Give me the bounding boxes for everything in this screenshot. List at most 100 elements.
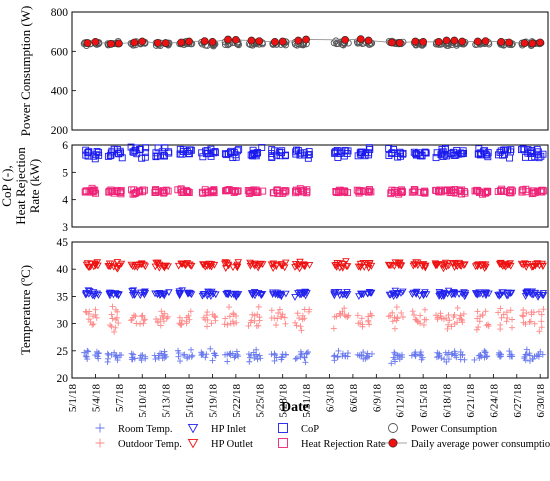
data-point	[368, 350, 375, 357]
data-point	[504, 289, 513, 297]
data-point	[276, 306, 283, 313]
data-point	[450, 313, 457, 320]
data-point	[113, 188, 121, 195]
data-point	[210, 261, 219, 269]
data-point	[269, 261, 278, 269]
y-tick-label-temp: 35	[57, 291, 69, 303]
data-point	[209, 187, 217, 195]
data-point	[339, 353, 346, 360]
data-point	[118, 352, 125, 359]
x-tick-label: 5/7/18	[114, 384, 126, 413]
data-point	[433, 312, 440, 319]
data-point	[85, 316, 92, 323]
data-point	[389, 293, 398, 301]
y-tick-label-power: 600	[51, 46, 69, 58]
data-point	[460, 188, 468, 195]
data-point	[296, 315, 303, 322]
data-point	[132, 313, 139, 320]
data-point	[536, 328, 543, 335]
data-point	[281, 314, 288, 321]
data-point	[108, 311, 115, 318]
data-point	[482, 308, 489, 315]
data-point	[210, 186, 218, 194]
data-point	[459, 147, 467, 155]
panel-frame-cop	[71, 144, 549, 228]
data-point	[204, 309, 211, 316]
data-point	[344, 353, 351, 360]
data-point	[357, 319, 364, 326]
data-point	[457, 263, 465, 270]
data-point	[483, 188, 491, 196]
data-point	[504, 146, 511, 154]
data-point	[207, 345, 214, 352]
data-point	[457, 356, 464, 363]
data-point	[226, 313, 233, 320]
data-point	[452, 350, 459, 357]
data-point	[519, 312, 526, 319]
data-point	[128, 316, 135, 323]
data-point	[445, 312, 452, 319]
daily-average-point	[208, 37, 217, 46]
data-point	[256, 352, 263, 359]
data-point	[282, 151, 289, 159]
data-point	[538, 318, 545, 325]
data-point	[85, 264, 93, 272]
data-point	[116, 189, 124, 196]
data-point	[246, 354, 253, 361]
data-point	[416, 352, 423, 359]
data-point	[300, 149, 308, 157]
data-point	[208, 320, 215, 327]
data-point	[412, 291, 420, 298]
data-point	[160, 188, 168, 196]
data-point	[301, 262, 309, 270]
data-point	[154, 144, 162, 152]
data-point	[251, 262, 259, 270]
data-point	[159, 187, 167, 195]
data-point	[503, 309, 510, 316]
data-point	[104, 350, 111, 357]
data-point	[253, 188, 261, 196]
series-hp-inlet	[81, 287, 548, 301]
data-point	[226, 148, 234, 156]
data-point	[94, 262, 102, 270]
data-point	[85, 148, 93, 156]
data-point	[367, 310, 374, 317]
data-point	[279, 187, 287, 195]
data-point	[164, 187, 172, 195]
data-point	[152, 259, 160, 267]
data-point	[365, 261, 374, 269]
data-point	[84, 347, 91, 354]
data-point	[271, 315, 278, 322]
data-point	[496, 291, 505, 299]
data-point	[362, 355, 369, 362]
data-point	[398, 351, 405, 358]
data-point	[476, 352, 483, 359]
daily-average-point	[114, 39, 123, 48]
data-point	[484, 353, 491, 360]
data-point	[229, 318, 236, 325]
data-point	[278, 147, 286, 155]
legend-label: Power Consumption	[411, 424, 498, 435]
data-point	[390, 354, 397, 361]
panel-frame-power	[71, 11, 549, 131]
data-point	[358, 315, 365, 322]
legend-marker	[388, 438, 398, 448]
data-point	[271, 350, 278, 357]
data-point	[129, 354, 136, 361]
x-tick-label: 6/27/18	[512, 384, 524, 418]
data-marks	[80, 35, 548, 367]
data-point	[391, 325, 398, 332]
data-point	[354, 351, 361, 358]
daily-average-point	[247, 36, 256, 45]
data-point	[363, 187, 371, 195]
data-point	[504, 314, 511, 321]
y-tick-label-temp: 25	[57, 346, 69, 358]
data-point	[444, 325, 451, 332]
data-point	[109, 303, 116, 310]
data-point	[305, 262, 314, 269]
data-point	[409, 289, 418, 297]
daily-average-point	[255, 37, 264, 46]
data-point	[84, 149, 92, 156]
x-tick-label: 5/1/18	[67, 384, 79, 413]
data-point	[105, 355, 112, 362]
